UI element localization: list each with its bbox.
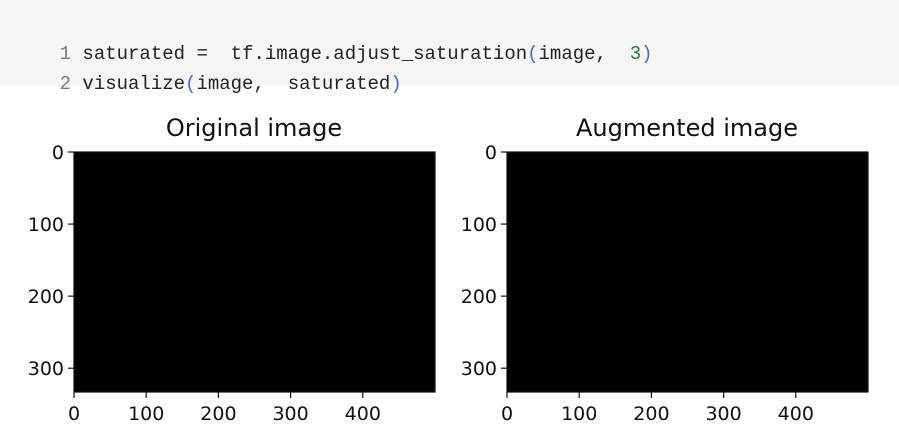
y-tick-label: 300 [28, 358, 64, 380]
subplot-title: Augmented image [576, 114, 798, 142]
y-tick-label: 100 [461, 214, 497, 236]
code-line-1: 1 saturated = tf.image.adjust_saturation… [14, 9, 653, 65]
x-tick-label: 200 [633, 403, 669, 425]
open-paren: ( [185, 73, 197, 95]
code-cell[interactable]: 1 saturated = tf.image.adjust_saturation… [0, 0, 899, 95]
code-number: 3 [629, 43, 642, 65]
x-tick-label: 400 [778, 403, 814, 425]
x-tick-label: 200 [200, 403, 236, 425]
y-tick-label: 200 [28, 286, 64, 308]
code-operator: = [185, 43, 220, 65]
subplot-original: Original image 0 100 200 300 400 0 100 200 300 [28, 114, 436, 425]
augmented-image [507, 152, 868, 392]
line-number: 1 [59, 43, 72, 65]
original-image [74, 152, 435, 392]
x-tick-label: 400 [345, 403, 381, 425]
y-tick-label: 0 [485, 142, 497, 164]
close-paren: ) [641, 43, 653, 65]
subplot-augmented: Augmented image 0 100 200 300 400 0 100 200 300 [461, 114, 869, 425]
axes-frame [73, 151, 436, 393]
subplot-title: Original image [166, 114, 342, 142]
axes-frame [506, 151, 869, 393]
x-tick-label: 100 [128, 403, 164, 425]
x-tick-label: 300 [272, 403, 308, 425]
close-paren: ) [390, 73, 402, 95]
y-tick-label: 100 [28, 214, 64, 236]
open-paren: ( [527, 43, 539, 65]
code-var: saturated [82, 43, 186, 65]
x-tick-label: 100 [561, 403, 597, 425]
code-arg: saturated [287, 73, 391, 95]
y-tick-label: 300 [461, 358, 497, 380]
line-number: 2 [59, 73, 72, 95]
y-tick-label: 200 [461, 286, 497, 308]
code-call: tf.image.adjust_saturation [230, 43, 528, 65]
x-tick-label: 300 [705, 403, 741, 425]
code-args: image, [196, 73, 277, 95]
code-func: visualize [82, 73, 186, 95]
tick-group: 0 100 200 300 400 0 100 200 300 [461, 142, 814, 425]
x-tick-label: 0 [68, 403, 80, 425]
x-tick-label: 0 [501, 403, 513, 425]
code-line-2: 2 visualize(image, saturated) [14, 39, 402, 95]
y-tick-label: 0 [52, 142, 64, 164]
tick-group: 0 100 200 300 400 0 100 200 300 [28, 142, 381, 425]
code-args: image, [538, 43, 619, 65]
output-figure: Original image 0 100 200 300 400 0 100 200 300 A… [28, 114, 869, 425]
